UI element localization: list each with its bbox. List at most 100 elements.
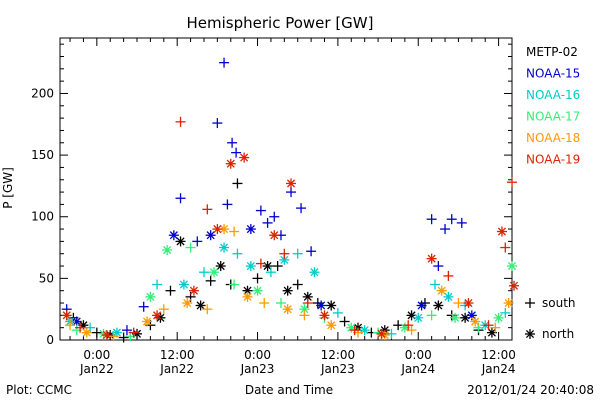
- x-tick-label-time: 0:00: [405, 348, 432, 362]
- noaa-18-north-point: [503, 298, 514, 309]
- noaa-19-north-point: [212, 224, 223, 235]
- noaa-17-south-point: [185, 242, 196, 253]
- noaa-18-north-point: [142, 316, 153, 327]
- metp-02-south-point: [118, 332, 129, 343]
- noaa-15-south-point: [306, 246, 317, 257]
- noaa-19-north-point: [61, 310, 72, 321]
- noaa-18-south-point: [453, 298, 464, 309]
- noaa-18-south-point: [65, 320, 76, 331]
- noaa-19-north-point: [152, 310, 163, 321]
- noaa-17-north-point: [493, 312, 504, 323]
- noaa-15-south-point: [227, 137, 238, 148]
- noaa-19-south-point: [483, 320, 494, 331]
- noaa-16-north-point: [245, 261, 256, 272]
- y-tick-label: 100: [31, 210, 54, 224]
- noaa-15-south-point: [456, 217, 467, 228]
- metp-02-north-point: [215, 261, 226, 272]
- x-axis-label: Date and Time: [245, 383, 333, 397]
- x-tick-label-time: 12:00: [160, 348, 195, 362]
- noaa-16-north-point: [279, 254, 290, 265]
- noaa-15-north-point: [416, 300, 427, 311]
- noaa-18-south-point: [202, 304, 213, 315]
- noaa-19-north-point: [496, 226, 507, 237]
- noaa-18-north-point: [282, 304, 293, 315]
- noaa-19-south-point: [175, 116, 186, 127]
- plot-frame: [59, 37, 513, 341]
- noaa-19-south-point: [403, 320, 414, 331]
- metp-02-north-point: [433, 300, 444, 311]
- noaa-16-north-point: [219, 242, 230, 253]
- legend-noaa-19: NOAA-19: [526, 153, 580, 167]
- x-tick-label-date: Jan24: [481, 362, 516, 376]
- noaa-19-south-point: [302, 298, 313, 309]
- noaa-16-south-point: [232, 248, 243, 259]
- x-tick-label-time: 12:00: [321, 348, 356, 362]
- noaa-17-north-point: [252, 285, 263, 296]
- axes-frame: 0501001502000:00Jan2212:00Jan220:00Jan23…: [31, 37, 516, 376]
- noaa-16-north-point: [359, 325, 370, 336]
- noaa-15-south-point: [286, 187, 297, 198]
- legend-metp-02: METP-02: [526, 45, 578, 59]
- noaa-18-north-point: [470, 316, 481, 327]
- noaa-15-south-point: [121, 325, 132, 336]
- noaa-19-north-point: [509, 280, 520, 291]
- noaa-15-south-point: [262, 217, 273, 228]
- noaa-19-south-point: [202, 204, 213, 215]
- noaa-18-north-point: [81, 327, 92, 338]
- metp-02-north-point: [195, 300, 206, 311]
- noaa-17-north-point: [507, 261, 517, 272]
- noaa-16-north-point: [309, 267, 320, 278]
- noaa-15-south-point: [269, 211, 280, 222]
- noaa-15-south-point: [175, 193, 186, 204]
- footer-timestamp: 2012/01/24 20:40:08: [467, 383, 594, 397]
- noaa-19-south-point: [75, 322, 86, 333]
- noaa-16-south-point: [500, 307, 511, 318]
- noaa-15-north-point: [168, 230, 179, 241]
- noaa-19-north-point: [239, 152, 250, 163]
- metp-02-south-point: [165, 285, 176, 296]
- noaa-19-north-point: [286, 178, 297, 189]
- noaa-19-north-point: [269, 230, 280, 241]
- metp-02-north-point: [326, 300, 337, 311]
- noaa-15-south-point: [426, 214, 437, 225]
- legend-noaa-17: NOAA-17: [526, 110, 580, 124]
- metp-02-north-point: [175, 236, 186, 247]
- noaa-17-north-point: [162, 245, 173, 256]
- y-tick-label: 200: [31, 86, 54, 100]
- legend-noaa-15: NOAA-15: [526, 67, 580, 81]
- noaa-15-north-point: [316, 300, 327, 311]
- noaa-15-south-point: [138, 301, 149, 312]
- noaa-15-south-point: [440, 224, 451, 235]
- footer-plot-credit: Plot: CCMC: [6, 383, 72, 397]
- noaa-19-north-point: [426, 253, 437, 264]
- noaa-19-south-point: [500, 242, 511, 253]
- noaa-19-north-point: [319, 310, 330, 321]
- metp-02-south-point: [292, 279, 303, 290]
- noaa-18-south-point: [299, 310, 310, 321]
- noaa-16-south-point: [429, 279, 440, 290]
- noaa-19-south-point: [507, 177, 517, 188]
- noaa-15-south-point: [296, 203, 307, 214]
- noaa-15-south-point: [231, 147, 242, 158]
- noaa-17-south-point: [229, 279, 240, 290]
- noaa-19-north-point: [376, 328, 387, 339]
- noaa-19-south-point: [255, 258, 266, 269]
- noaa-17-north-point: [450, 312, 461, 323]
- data-points: [61, 57, 520, 343]
- noaa-16-south-point: [386, 328, 397, 339]
- noaa-19-south-point: [443, 270, 454, 281]
- metp-02-south-point: [91, 327, 102, 338]
- noaa-15-north-point: [205, 230, 216, 241]
- noaa-16-south-point: [292, 248, 303, 259]
- noaa-19-north-point: [463, 298, 474, 309]
- noaa-19-south-point: [128, 327, 139, 338]
- y-tick-label: 0: [46, 333, 54, 347]
- noaa-15-north-point: [245, 224, 256, 235]
- noaa-19-south-point: [349, 325, 360, 336]
- noaa-17-north-point: [145, 291, 156, 302]
- metp-02-south-point: [252, 273, 263, 284]
- noaa-16-north-point: [413, 312, 424, 323]
- y-tick-label: 50: [39, 271, 54, 285]
- noaa-17-south-point: [275, 298, 286, 309]
